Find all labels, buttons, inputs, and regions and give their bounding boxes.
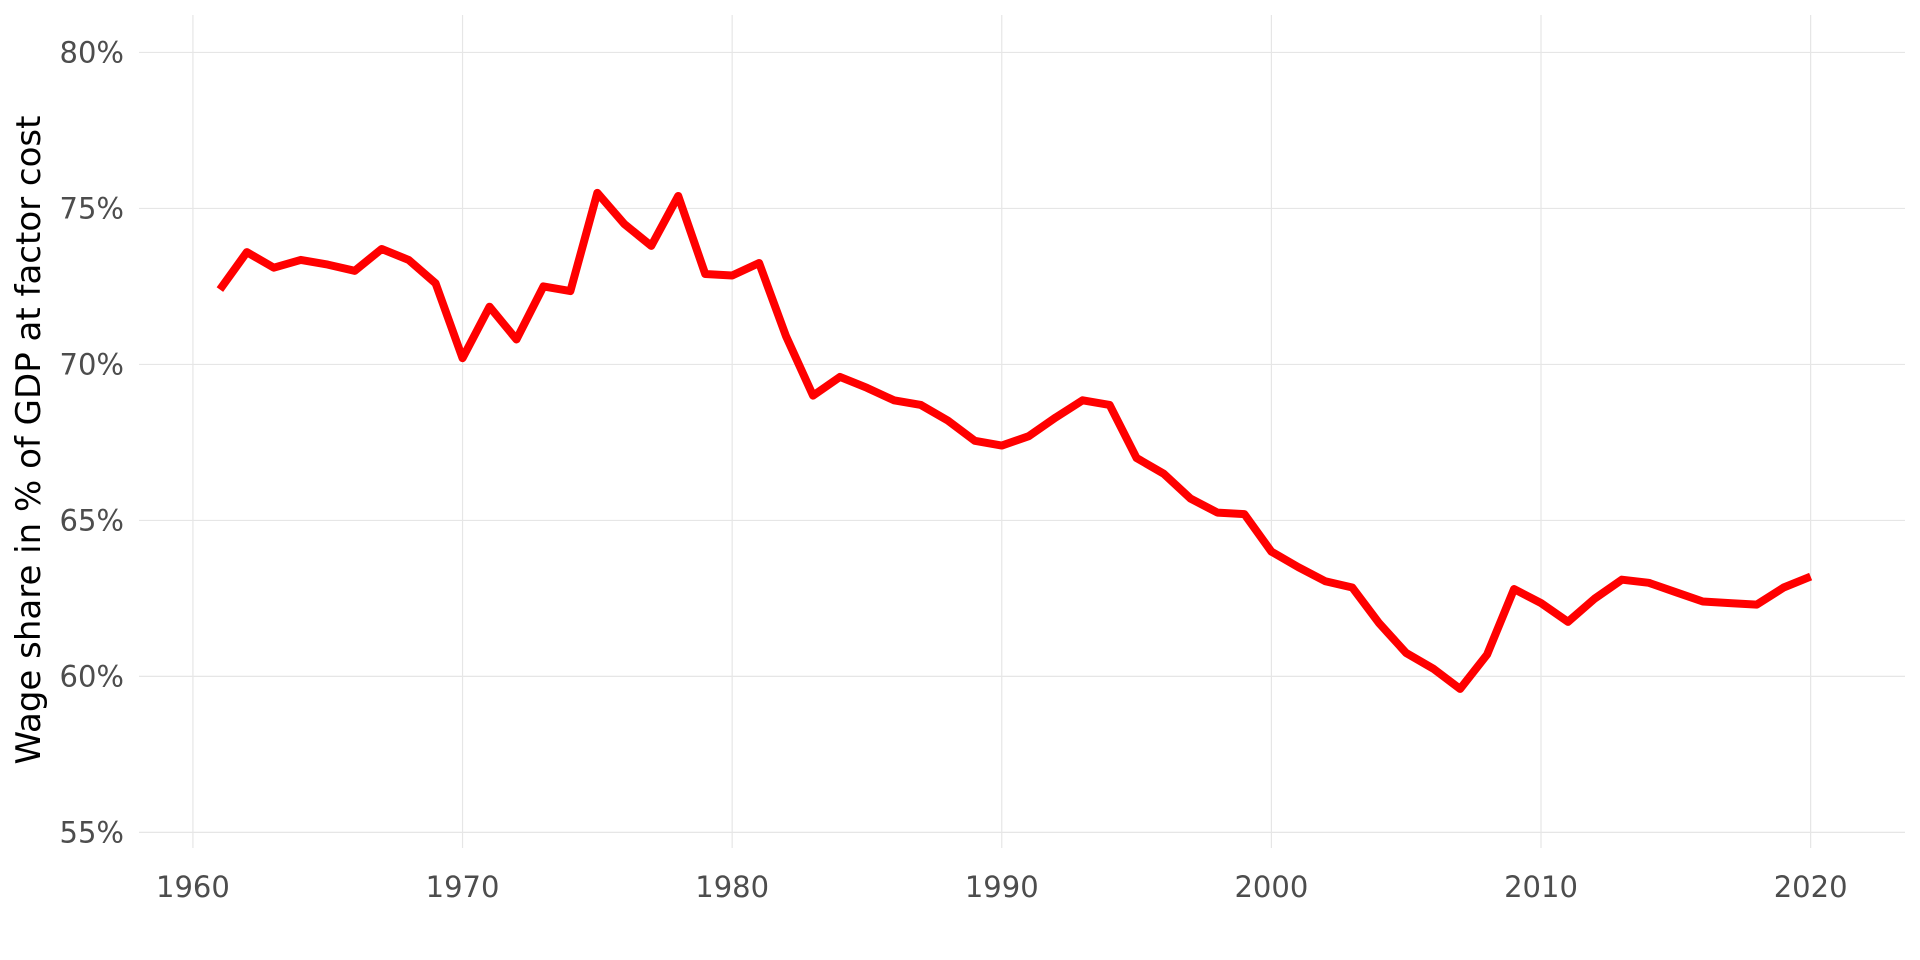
y-tick-label-80: 80% (60, 35, 124, 69)
x-tick-label-1980: 1980 (695, 870, 769, 904)
y-tick-label-75: 75% (60, 191, 124, 225)
y-tick-label-60: 60% (60, 659, 124, 693)
x-tick-label-1970: 1970 (426, 870, 500, 904)
y-axis-title: Wage share in % of GDP at factor cost (9, 116, 49, 765)
y-axis-tick-labels: 55% 60% 65% 70% 75% 80% (60, 35, 124, 849)
x-tick-label-2010: 2010 (1504, 870, 1578, 904)
x-axis-tick-labels: 1960 1970 1980 1990 2000 2010 2020 (156, 870, 1848, 904)
x-tick-label-1990: 1990 (965, 870, 1039, 904)
x-tick-label-1960: 1960 (156, 870, 230, 904)
x-tick-label-2020: 2020 (1774, 870, 1848, 904)
vertical-gridlines (192, 15, 1812, 848)
series-layer (216, 188, 1813, 693)
series-line-0 (216, 188, 1813, 693)
x-tick-label-2000: 2000 (1234, 870, 1308, 904)
y-tick-label-70: 70% (60, 347, 124, 381)
y-tick-label-65: 65% (60, 503, 124, 537)
horizontal-gridlines (139, 51, 1905, 834)
y-tick-label-55: 55% (60, 815, 124, 849)
